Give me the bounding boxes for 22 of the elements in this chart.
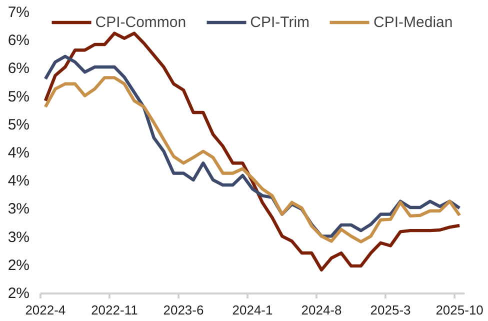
x-tick-label: 2025-3 bbox=[370, 302, 411, 318]
y-tick-label: 3% bbox=[8, 228, 30, 246]
line-series bbox=[44, 32, 462, 272]
y-tick-label: 2% bbox=[8, 285, 30, 302]
y-tick-label: 5% bbox=[8, 116, 30, 134]
x-tick-label: 2022-11 bbox=[91, 302, 138, 318]
y-tick-label: 6% bbox=[8, 32, 30, 50]
x-tick-label: 2024-1 bbox=[232, 302, 273, 318]
y-tick-label: 6% bbox=[8, 60, 30, 78]
y-tick-label: 5% bbox=[8, 88, 30, 106]
legend-label: CPI-Trim bbox=[250, 14, 310, 30]
legend-label: CPI-Median bbox=[374, 14, 453, 30]
y-tick-label: 7% bbox=[8, 4, 30, 21]
x-tick-label: 2025-10 bbox=[436, 302, 484, 318]
y-tick-label: 4% bbox=[8, 172, 30, 190]
y-tick-label: 3% bbox=[8, 200, 30, 218]
legend-label: CPI-Common bbox=[95, 14, 186, 30]
y-tick-label: 2% bbox=[8, 256, 30, 274]
y-tick-label: 4% bbox=[8, 144, 30, 162]
x-tick-label: 2022-4 bbox=[25, 302, 66, 318]
x-tick-label: 2023-6 bbox=[163, 302, 204, 318]
x-tick-label: 2024-8 bbox=[301, 302, 342, 318]
